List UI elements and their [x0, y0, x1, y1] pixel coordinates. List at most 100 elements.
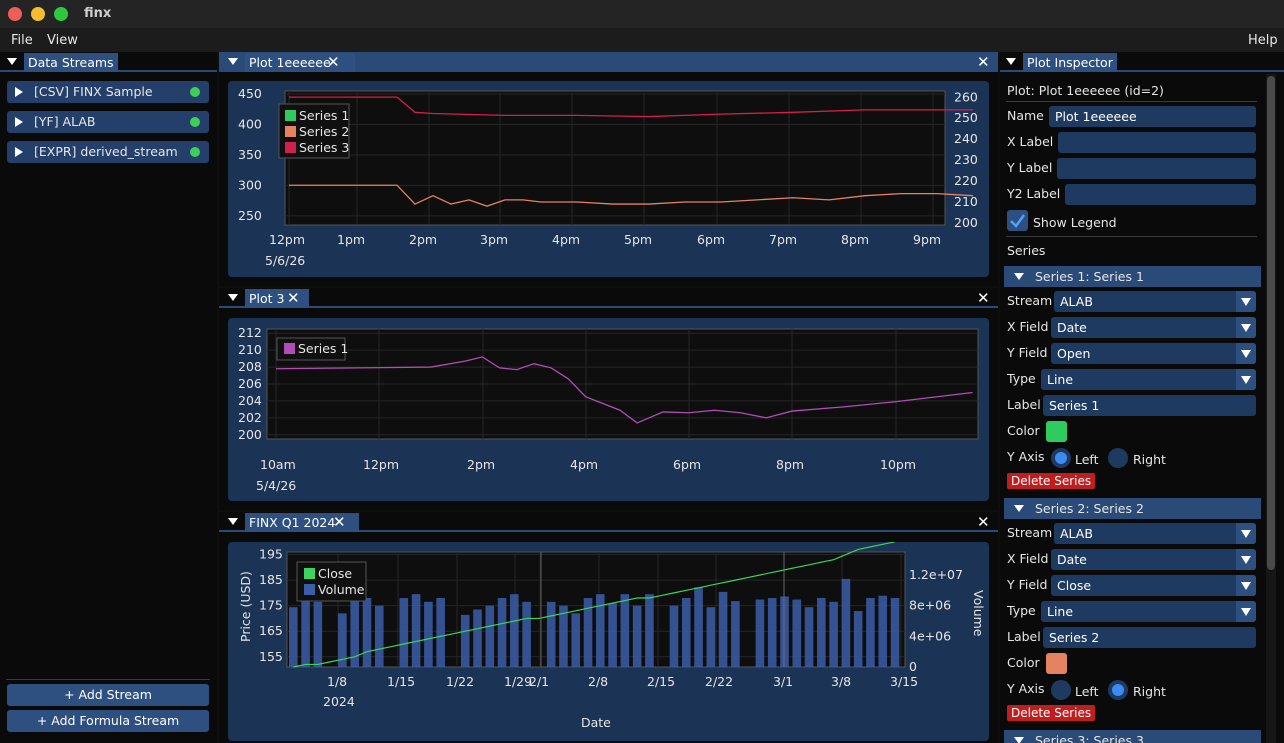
minimize-window-button[interactable] [31, 7, 45, 21]
series1-left-radio[interactable] [1051, 448, 1071, 468]
close-panel-icon[interactable]: ✕ [977, 289, 990, 307]
series1-delete-button[interactable]: Delete Series [1007, 473, 1096, 489]
y-left-tick-label: 155 [259, 649, 283, 664]
y-left-tick-label: 175 [259, 598, 283, 613]
y2label-input[interactable] [1065, 184, 1256, 205]
series1-yfield-select[interactable]: Open [1051, 343, 1256, 364]
series2-right-radio[interactable] [1108, 680, 1128, 700]
y-tick-label: 204 [238, 393, 262, 408]
series3-line [289, 96, 973, 118]
expand-icon [15, 147, 23, 157]
series2-label-input[interactable]: Series 2 [1043, 627, 1256, 648]
panel-menu-icon[interactable] [228, 518, 238, 525]
volume-bar [374, 605, 384, 667]
stream-item-alab[interactable]: [YF] ALAB [7, 111, 209, 133]
plot-frame [284, 90, 946, 226]
tab-plot3[interactable]: Plot 3 ✕ [245, 289, 309, 308]
volume-bar [399, 598, 409, 667]
maximize-window-button[interactable] [54, 7, 68, 21]
plot1-chart[interactable]: 12pm 1pm 2pm 3pm 4pm 5pm 6pm 7pm 8pm 9pm 5/6/26 450… [228, 81, 989, 277]
panel-menu-icon[interactable] [228, 294, 238, 301]
xlabel-input[interactable] [1058, 132, 1256, 153]
name-input[interactable]: Plot 1eeeeee [1049, 106, 1256, 127]
close-line [293, 541, 896, 668]
xlabel-label: X Label [1007, 134, 1054, 149]
close-panel-icon[interactable]: ✕ [977, 53, 990, 71]
menu-view[interactable]: View [47, 33, 78, 48]
panel-menu-icon[interactable] [7, 58, 17, 65]
x-tick-label: 1/8 [327, 674, 347, 689]
yaxis-label: Y Axis [1007, 681, 1045, 696]
collapse-icon [1014, 505, 1024, 512]
series1-stream-select[interactable]: ALAB [1054, 291, 1256, 312]
panel-menu-icon[interactable] [1006, 58, 1016, 65]
y-left-tick-label: 250 [238, 208, 262, 223]
series2-header[interactable]: Series 2: Series 2 [1004, 498, 1261, 519]
series1-color-swatch[interactable] [1046, 421, 1067, 442]
add-stream-button[interactable]: + Add Stream [7, 684, 209, 706]
series1-type-select[interactable]: Line [1041, 369, 1256, 390]
plot3-panel: Plot 3 ✕ ✕ 212 210 208 206 204 202 200 10am 12pm… [219, 288, 998, 510]
x-tick-label: 1/22 [446, 674, 474, 689]
finx-tabbar: FINX Q1 2024 ✕ ✕ [219, 512, 998, 532]
y-tick-label: 208 [238, 359, 262, 374]
tab-data-streams[interactable]: Data Streams [24, 53, 118, 72]
series-header-label: Series 3: Series 3 [1035, 733, 1144, 743]
yfield-label: Y Field [1007, 577, 1048, 592]
y-right-tick-label: 210 [954, 194, 978, 209]
menu-file[interactable]: File [11, 33, 33, 48]
volume-bar [522, 601, 531, 667]
finx-chart[interactable]: 195 185 175 165 155 1.2e+07 8e+06 4e+06 0 1/8 1/15… [228, 541, 989, 741]
series2-yfield-select[interactable]: Close [1051, 575, 1256, 596]
add-formula-stream-button[interactable]: + Add Formula Stream [7, 710, 209, 732]
dropdown-arrow-icon [1236, 575, 1256, 596]
plot-info: Plot: Plot 1eeeeee (id=2) [1007, 83, 1164, 98]
legend-swatch [285, 110, 296, 121]
plot3-tabbar: Plot 3 ✕ ✕ [219, 288, 998, 308]
close-panel-icon[interactable]: ✕ [977, 513, 990, 531]
panel-menu-icon[interactable] [228, 58, 238, 65]
close-tab-icon[interactable]: ✕ [333, 513, 346, 531]
date-label: 5/6/26 [265, 253, 305, 268]
close-tab-icon[interactable]: ✕ [287, 289, 300, 307]
series1-xfield-select[interactable]: Date [1051, 317, 1256, 338]
ylabel-input[interactable] [1057, 158, 1256, 179]
stream-label: Stream [1007, 525, 1053, 540]
tab-plot1[interactable]: Plot 1eeeeee ✕ [245, 53, 355, 72]
plot3-chart[interactable]: 212 210 208 206 204 202 200 10am 12pm 2pm 4pm 6pm 8p… [228, 318, 989, 501]
finx-panel: FINX Q1 2024 ✕ ✕ 195 185 175 165 155 1.2e+07 8… [219, 512, 998, 743]
x-tick-label: 1/29 [504, 674, 532, 689]
x-tick-label: 3/8 [831, 674, 851, 689]
series1-label-input[interactable]: Series 1 [1043, 395, 1256, 416]
volume-bar [497, 598, 507, 667]
scrollbar-track[interactable] [1266, 74, 1276, 743]
volume-bar [313, 601, 323, 667]
series2-color-swatch[interactable] [1046, 653, 1067, 674]
menu-help[interactable]: Help [1248, 33, 1278, 48]
series1-header[interactable]: Series 1: Series 1 [1004, 266, 1261, 287]
series1-right-radio[interactable] [1108, 448, 1128, 468]
tab-finx[interactable]: FINX Q1 2024 ✕ [245, 513, 360, 532]
series2-left-radio[interactable] [1051, 680, 1071, 700]
series2-delete-button[interactable]: Delete Series [1007, 705, 1096, 721]
close-tab-icon[interactable]: ✕ [327, 53, 340, 71]
plot3-area[interactable]: 212 210 208 206 204 202 200 10am 12pm 2pm 4pm 6pm 8p… [228, 318, 989, 501]
volume-bar [289, 607, 298, 667]
stream-item-derived-stream[interactable]: [EXPR] derived_stream [7, 141, 209, 163]
close-window-button[interactable] [8, 7, 22, 21]
tab-plot-inspector[interactable]: Plot Inspector [1023, 53, 1117, 72]
volume-bar [411, 594, 421, 667]
series3-header[interactable]: Series 3: Series 3 [1004, 730, 1261, 743]
finx-area[interactable]: 195 185 175 165 155 1.2e+07 8e+06 4e+06 0 1/8 1/15… [228, 541, 989, 741]
stream-item-finx-sample[interactable]: [CSV] FINX Sample [7, 81, 209, 103]
series2-xfield-select[interactable]: Date [1051, 549, 1256, 570]
volume-bar [866, 598, 875, 667]
plot1-area[interactable]: 12pm 1pm 2pm 3pm 4pm 5pm 6pm 7pm 8pm 9pm 5/6/26 450… [228, 81, 989, 277]
divider [1006, 236, 1257, 237]
show-legend-checkbox[interactable] [1007, 210, 1028, 231]
series2-stream-select[interactable]: ALAB [1054, 523, 1256, 544]
volume-bar [583, 598, 593, 667]
status-dot-icon [190, 147, 200, 157]
series2-type-select[interactable]: Line [1041, 601, 1256, 622]
scrollbar-thumb[interactable] [1267, 76, 1275, 570]
